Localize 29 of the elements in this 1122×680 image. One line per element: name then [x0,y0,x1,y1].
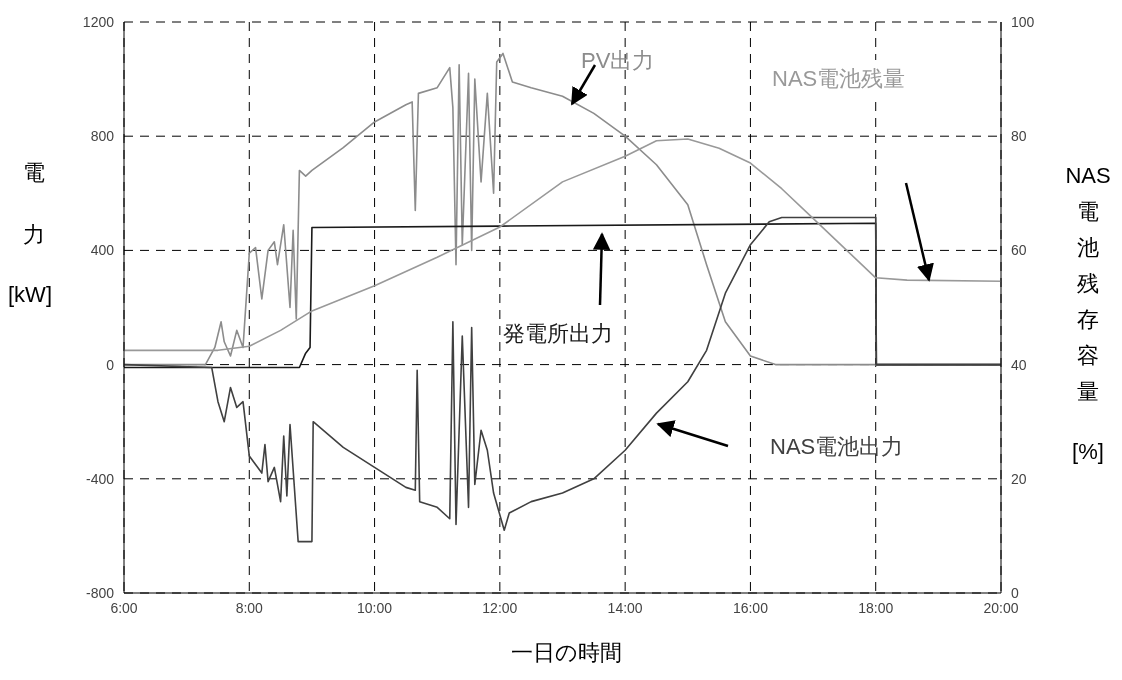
y-tick-label: 0 [106,356,115,373]
x-axis-title: 一日の時間 [509,639,623,667]
y-tick-label: -800 [85,584,115,601]
y2-tick-label: 40 [1011,356,1027,373]
series-label: PV出力 [580,47,656,75]
y-tick-label: 1200 [82,13,115,30]
text: 発電所出力 [502,320,614,348]
text: 電力[kW] [8,160,52,307]
text: NAS電池残存容量[%] [1065,163,1111,464]
y2-tick-label: 100 [1011,13,1035,30]
line-series [124,138,1001,352]
x-tick-label: 16:00 [732,599,769,616]
x-tick-label: 6:00 [110,599,138,616]
y2-tick-label: 20 [1011,470,1027,487]
x-tick-label: 8:00 [235,599,264,616]
text: NAS電池出力 [769,433,905,461]
x-tick-label: 18:00 [858,599,894,616]
x-tick-label: 20:00 [983,599,1019,616]
y-tick-label: 800 [90,128,115,145]
x-tick-label: 14:00 [607,599,643,616]
y-tick-label: 400 [90,242,115,259]
y2-tick-label: 80 [1011,128,1027,145]
x-tick-label: 12:00 [482,599,518,616]
y-tick-label: -400 [85,470,115,487]
y2-tick-label: 60 [1011,242,1027,259]
line-series [124,216,1001,543]
x-tick-label: 10:00 [357,599,393,616]
text: NAS電池残量 [766,60,912,98]
y2-tick-label: 0 [1011,584,1019,601]
